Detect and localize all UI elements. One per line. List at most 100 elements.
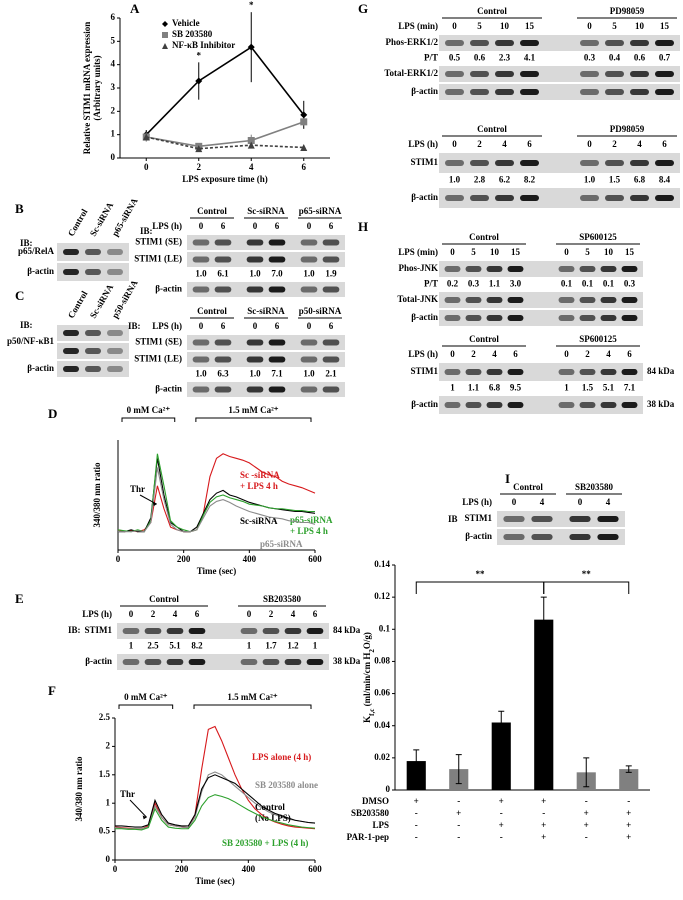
size-label: 84 kDa [647, 366, 675, 376]
group-name: Control [469, 232, 499, 242]
lane-label: 0 [199, 321, 204, 331]
row-label: STIM1 [410, 157, 438, 167]
band [605, 195, 624, 201]
bar [406, 761, 426, 790]
y-axis-label-part: f,c [368, 709, 376, 716]
band [306, 659, 324, 665]
y-tick-label: 1 [111, 129, 116, 139]
condition-mark: + [626, 820, 631, 830]
quant-value: 0.3 [584, 53, 596, 63]
lane-label: 15 [625, 247, 635, 257]
condition-mark: + [626, 832, 631, 842]
ib-label: IB [448, 514, 458, 524]
condition-mark: - [585, 832, 588, 842]
quant-value: 1 [247, 641, 252, 651]
band [520, 40, 539, 46]
group-name: Control [477, 124, 507, 134]
row-label: STIM1 [410, 366, 438, 376]
blot-strip [439, 188, 680, 208]
band [192, 286, 210, 293]
blot-strip [187, 335, 345, 350]
group-name: p50-siRNA [299, 306, 342, 316]
band [107, 348, 123, 354]
lane-label: Control [66, 207, 90, 238]
x-axis-label: Time (sec) [197, 566, 237, 576]
lane-label: 0 [564, 349, 569, 359]
quant-value: 2.1 [325, 369, 337, 379]
row-label: P/T [424, 279, 438, 289]
y-axis-label-part: K [362, 716, 372, 723]
lane-label: 0 [564, 247, 569, 257]
quant-value: 2.5 [147, 641, 159, 651]
blot-strip [187, 235, 345, 250]
band [486, 266, 503, 272]
y-tick-label: 1.5 [99, 769, 111, 779]
significance: * [197, 50, 202, 60]
error-bar [540, 596, 547, 643]
row-label: β-actin [411, 312, 438, 322]
quant-value: 0.1 [582, 279, 594, 289]
band [246, 286, 264, 293]
blot-strip [187, 252, 345, 267]
series-label: + LPS 4 h [240, 481, 278, 491]
row-label: p65/RelA [18, 246, 55, 256]
band [246, 356, 264, 363]
series-line [118, 467, 316, 533]
lane-label: 6 [329, 321, 334, 331]
bar [491, 722, 511, 790]
band [655, 89, 674, 95]
band [192, 239, 210, 246]
y-tick-label: 2 [106, 740, 111, 750]
band [465, 369, 482, 375]
band [444, 266, 461, 272]
quant-value: 0.6 [474, 53, 486, 63]
band [465, 402, 482, 408]
blot-strip [497, 529, 625, 545]
legend-label: NF-κB Inhibitor [172, 40, 235, 50]
thr-arrow [139, 494, 157, 505]
band [63, 249, 79, 255]
lane-label: p65-siRNA [110, 196, 140, 238]
series-label: p65-siRNA [260, 539, 303, 549]
series-line [118, 458, 316, 533]
lane-label: Control [66, 289, 90, 320]
group-name: Control [513, 482, 543, 492]
band [507, 266, 524, 272]
band [322, 339, 340, 346]
band [470, 195, 489, 201]
quant-value: 9.5 [510, 383, 522, 393]
condition-label: PAR-1-pep [347, 832, 389, 842]
band [579, 266, 596, 272]
band [621, 266, 638, 272]
x-axis-label: Time (sec) [195, 876, 235, 886]
bar [534, 619, 554, 790]
band [214, 256, 232, 263]
condition-mark: - [500, 832, 503, 842]
significance: ** [582, 569, 592, 579]
blot-strip [439, 35, 680, 51]
band [507, 369, 524, 375]
x-tick-label: 6 [302, 162, 307, 172]
legend-marker [162, 21, 168, 27]
band [600, 266, 617, 272]
band [166, 628, 184, 634]
band [605, 40, 624, 46]
row-label: Total-JNK [397, 294, 438, 304]
quant-value: 1.0 [303, 269, 315, 279]
lane-label: 0 [450, 349, 455, 359]
band [444, 315, 461, 321]
band [188, 628, 206, 634]
lane-label: 6 [527, 139, 532, 149]
quant-value: 8.2 [191, 641, 203, 651]
lane-label: 15 [525, 21, 535, 31]
band [520, 195, 539, 201]
band [262, 628, 280, 634]
band [300, 356, 318, 363]
band [63, 348, 79, 354]
band [300, 286, 318, 293]
band [465, 315, 482, 321]
lane-label: 6 [275, 321, 280, 331]
row-label: STIM1 (LE) [134, 354, 182, 364]
lane-header: LPS (h) [462, 497, 492, 507]
band [470, 40, 489, 46]
